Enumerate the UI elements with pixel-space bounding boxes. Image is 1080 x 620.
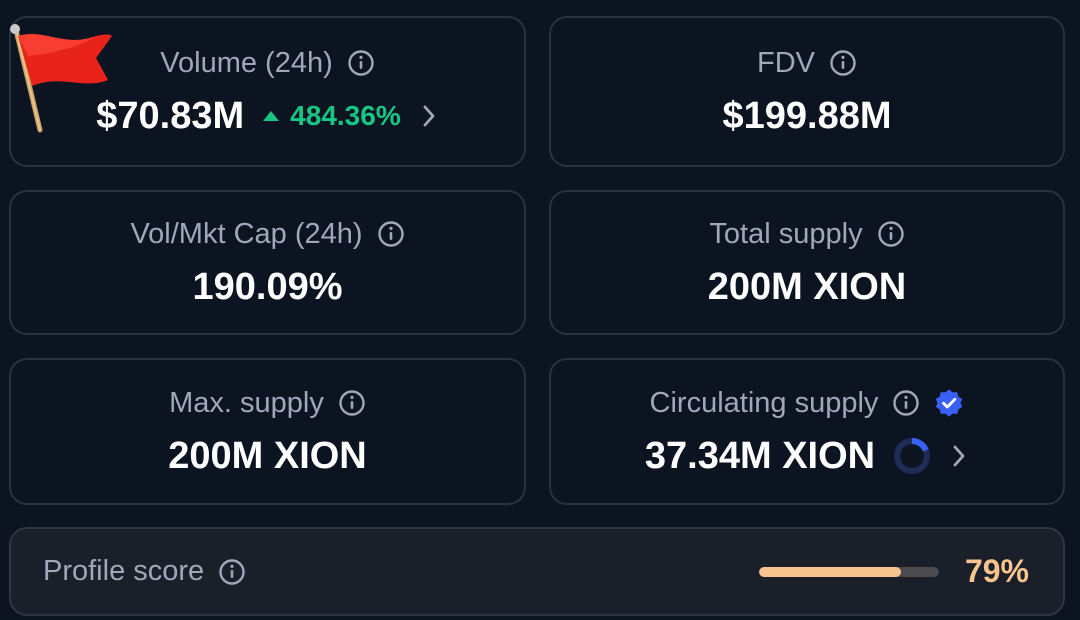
volume-change: 484.36% bbox=[262, 93, 401, 139]
chevron-right-icon[interactable] bbox=[949, 443, 969, 469]
volume-value: $70.83M bbox=[96, 94, 245, 137]
fdv-value: $199.88M bbox=[722, 94, 892, 137]
circulating-supply-card: Circulating supply 37.34M XION bbox=[549, 358, 1065, 505]
profile-score-value: 79% bbox=[964, 553, 1029, 589]
volume-card: Volume (24h) $70.83M 484.36% bbox=[9, 16, 526, 167]
vol-mkt-cap-value-row: 190.09% bbox=[192, 264, 342, 310]
volume-change-value: 484.36% bbox=[290, 99, 401, 131]
circulating-supply-label: Circulating supply bbox=[649, 386, 879, 419]
vol-mkt-cap-card: Vol/Mkt Cap (24h) 190.09% bbox=[9, 190, 526, 335]
fdv-value-row: $199.88M bbox=[722, 93, 891, 139]
profile-score-card[interactable]: Profile score 79% bbox=[9, 527, 1065, 616]
max-supply-label-row: Max. supply bbox=[169, 385, 366, 421]
profile-score-row: Profile score 79% bbox=[43, 529, 1029, 614]
profile-score-label: Profile score bbox=[43, 555, 205, 587]
info-icon[interactable] bbox=[877, 220, 905, 248]
chevron-right-icon[interactable] bbox=[419, 103, 439, 129]
profile-score-label-group: Profile score bbox=[43, 555, 246, 588]
max-supply-value: 200M XION bbox=[168, 434, 367, 477]
total-supply-label-row: Total supply bbox=[709, 216, 904, 252]
supply-progress-ring bbox=[894, 437, 931, 474]
verified-badge-icon bbox=[936, 389, 963, 416]
total-supply-label: Total supply bbox=[709, 217, 863, 250]
red-flag-icon bbox=[10, 24, 112, 133]
fdv-card: FDV $199.88M bbox=[549, 16, 1065, 167]
fdv-label: FDV bbox=[757, 46, 815, 79]
info-icon[interactable] bbox=[347, 49, 375, 77]
volume-label: Volume (24h) bbox=[160, 46, 333, 79]
profile-score-progress-fill bbox=[759, 566, 902, 577]
info-icon[interactable] bbox=[829, 49, 857, 77]
total-supply-value-row: 200M XION bbox=[708, 264, 907, 310]
total-supply-card: Total supply 200M XION bbox=[549, 190, 1065, 335]
info-icon[interactable] bbox=[338, 389, 366, 417]
max-supply-card: Max. supply 200M XION bbox=[9, 358, 526, 505]
max-supply-value-row: 200M XION bbox=[168, 433, 367, 479]
caret-up-icon bbox=[263, 110, 280, 121]
circulating-supply-value-row: 37.34M XION bbox=[645, 433, 969, 479]
total-supply-value: 200M XION bbox=[707, 265, 907, 308]
circulating-supply-value: 37.34M XION bbox=[644, 434, 876, 477]
vol-mkt-cap-value: 190.09% bbox=[192, 265, 343, 308]
profile-score-progress-track bbox=[759, 566, 939, 577]
max-supply-label: Max. supply bbox=[169, 386, 324, 419]
info-icon[interactable] bbox=[892, 389, 920, 417]
info-icon[interactable] bbox=[377, 220, 405, 248]
vol-mkt-cap-label: Vol/Mkt Cap (24h) bbox=[130, 217, 363, 250]
vol-mkt-cap-label-row: Vol/Mkt Cap (24h) bbox=[130, 216, 404, 252]
volume-label-row: Volume (24h) bbox=[160, 45, 375, 81]
circulating-supply-label-row: Circulating supply bbox=[650, 385, 965, 421]
volume-value-row: $70.83M 484.36% bbox=[96, 93, 438, 139]
fdv-label-row: FDV bbox=[757, 45, 857, 81]
info-icon[interactable] bbox=[218, 558, 246, 586]
